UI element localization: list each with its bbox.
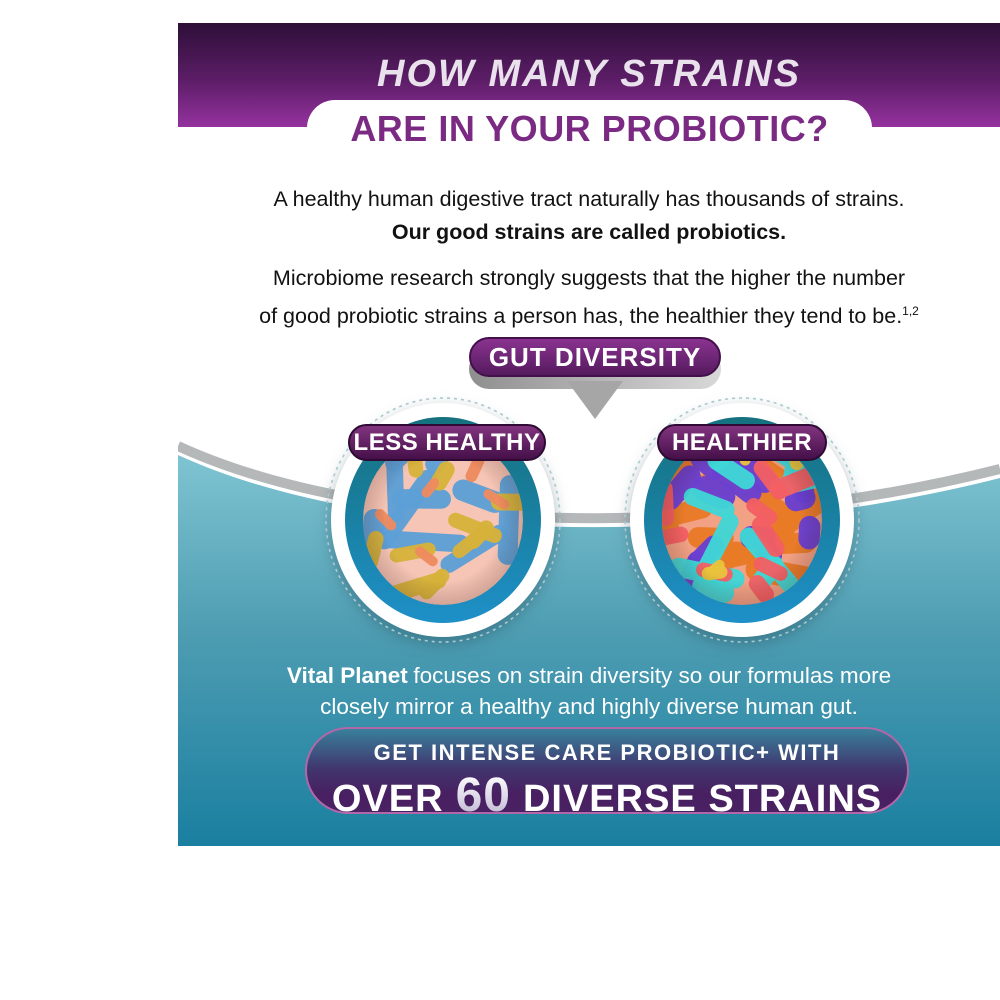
footer-copy: Vital Planet focuses on strain diversity … [178, 660, 1000, 722]
bacteria-illustration-sparse [363, 435, 523, 605]
intro-paragraph-2: Microbiome research strongly suggests th… [178, 262, 1000, 333]
intro-line-1: A healthy human digestive tract naturall… [273, 187, 905, 211]
dashed-ring-icon [325, 397, 561, 643]
intro-line-2: Our good strains are called probiotics. [391, 220, 787, 244]
cta-line-1: GET INTENSE CARE PROBIOTIC+ WITH [373, 740, 841, 765]
intro-line-4-text: of good probiotic strains a person has, … [259, 304, 903, 328]
healthier-dish [624, 397, 860, 643]
pointer-down-icon [567, 381, 623, 419]
header-title: ARE IN YOUR PROBIOTIC? [350, 107, 829, 149]
cta-strain-count: 60 [455, 769, 511, 822]
footer-line-2: closely mirror a healthy and highly dive… [320, 694, 858, 719]
intro-line-4: of good probiotic strains a person has, … [178, 295, 1000, 333]
cta-line-2: OVER 60 DIVERSE STRAINS [307, 768, 907, 823]
footer-line-1-rest: focuses on strain diversity so our formu… [413, 663, 892, 688]
header-kicker: HOW MANY STRAINS [377, 53, 801, 95]
footer-line-1: Vital Planet focuses on strain diversity … [178, 660, 1000, 691]
dashed-ring-icon [624, 397, 860, 643]
cta-pill: GET INTENSE CARE PROBIOTIC+ WITH OVER 60… [305, 727, 909, 822]
healthier-label: HEALTHIER [657, 424, 827, 461]
intro-line-3: Microbiome research strongly suggests th… [272, 266, 906, 290]
cta-rest: DIVERSE STRAINS [522, 778, 883, 820]
bacteria-illustration-dense [662, 435, 822, 605]
less-healthy-label: LESS HEALTHY [348, 424, 546, 461]
wave-gray-edge [178, 441, 1000, 524]
cta-over: OVER [331, 778, 444, 820]
citation-superscript: 1,2 [902, 304, 919, 318]
petri-dish-comparison [325, 397, 860, 643]
less-healthy-dish [325, 397, 561, 643]
brand-name: Vital Planet [286, 663, 408, 688]
gut-diversity-badge: GUT DIVERSITY [469, 337, 721, 377]
infographic-artboard: HOW MANY STRAINS ARE IN YOUR PROBIOTIC? … [178, 23, 1000, 846]
intro-paragraph-1: A healthy human digestive tract naturall… [178, 183, 1000, 249]
header-title-pill: ARE IN YOUR PROBIOTIC? [307, 100, 872, 157]
